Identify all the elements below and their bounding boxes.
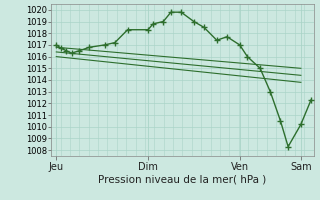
X-axis label: Pression niveau de la mer( hPa ): Pression niveau de la mer( hPa ) bbox=[98, 174, 267, 184]
